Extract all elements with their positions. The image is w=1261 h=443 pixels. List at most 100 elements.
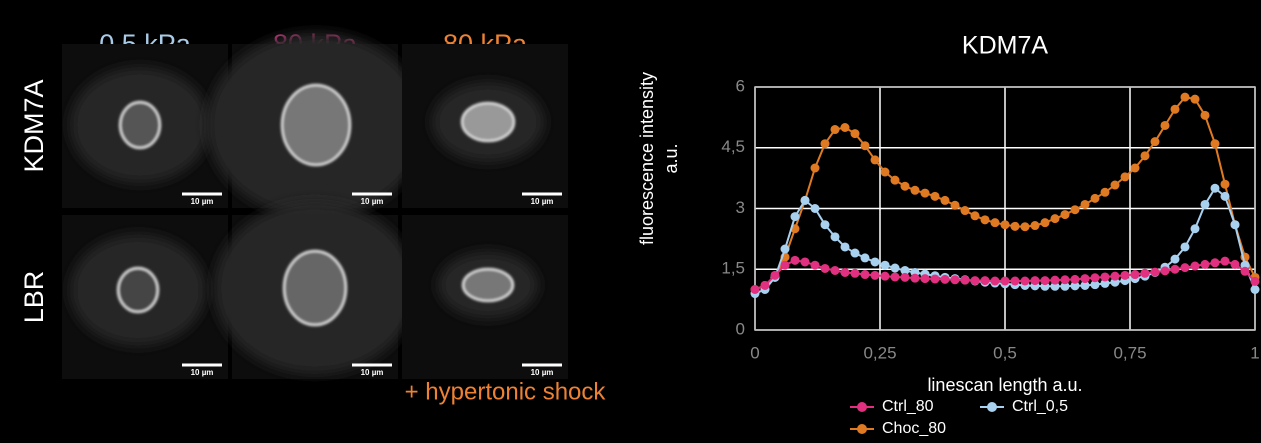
x-axis-label: linescan length a.u. bbox=[927, 375, 1082, 395]
x-tick-label: 0 bbox=[750, 343, 759, 362]
data-point bbox=[1061, 275, 1070, 284]
nucleus bbox=[120, 102, 160, 148]
data-point bbox=[981, 215, 990, 224]
figure: 0,5 kPa80 kPa80 kPaKDM7A10 µm10 µm10 µmL… bbox=[0, 0, 1261, 443]
data-point bbox=[881, 168, 890, 177]
data-point bbox=[1171, 265, 1180, 274]
data-point bbox=[1151, 137, 1160, 146]
data-point bbox=[1091, 194, 1100, 203]
data-point bbox=[821, 220, 830, 229]
note: + hypertonic shock bbox=[405, 378, 607, 405]
data-point bbox=[901, 182, 910, 191]
micrograph: 10 µm bbox=[402, 215, 568, 379]
y-axis-label: fluorescence intensity bbox=[637, 72, 657, 245]
data-point bbox=[891, 272, 900, 281]
scale-bar-label: 10 µm bbox=[531, 197, 554, 206]
data-point bbox=[1171, 255, 1180, 264]
data-point bbox=[1251, 285, 1260, 294]
data-point bbox=[891, 264, 900, 273]
data-point bbox=[771, 271, 780, 280]
data-point bbox=[1221, 192, 1230, 201]
data-point bbox=[1181, 263, 1190, 272]
scale-bar-label: 10 µm bbox=[361, 197, 384, 206]
data-point bbox=[1021, 276, 1030, 285]
data-point bbox=[851, 269, 860, 278]
data-point bbox=[961, 206, 970, 215]
data-point bbox=[1141, 151, 1150, 160]
data-point bbox=[1041, 218, 1050, 227]
data-point bbox=[901, 273, 910, 282]
data-point bbox=[981, 276, 990, 285]
data-point bbox=[931, 274, 940, 283]
data-point bbox=[1251, 277, 1260, 286]
data-point bbox=[781, 245, 790, 254]
y-axis-label: a.u. bbox=[661, 143, 681, 173]
data-point bbox=[861, 141, 870, 150]
data-point bbox=[811, 204, 820, 213]
data-point bbox=[841, 123, 850, 132]
data-point bbox=[1131, 164, 1140, 173]
data-point bbox=[1061, 210, 1070, 219]
scale-bar-label: 10 µm bbox=[191, 368, 214, 377]
data-point bbox=[1211, 184, 1220, 193]
data-point bbox=[811, 261, 820, 270]
legend-label: Choc_80 bbox=[882, 420, 946, 437]
data-point bbox=[871, 257, 880, 266]
data-point bbox=[831, 232, 840, 241]
data-point bbox=[801, 196, 810, 205]
nucleus bbox=[282, 85, 350, 165]
chart-title: KDM7A bbox=[962, 32, 1048, 60]
data-point bbox=[921, 274, 930, 283]
micrograph: 10 µm bbox=[62, 215, 228, 379]
data-point bbox=[1051, 214, 1060, 223]
data-point bbox=[1081, 274, 1090, 283]
data-point bbox=[1241, 267, 1250, 276]
micrograph: 10 µm bbox=[214, 202, 416, 379]
y-tick-label: 6 bbox=[736, 76, 745, 95]
data-point bbox=[831, 266, 840, 275]
legend-label: Ctrl_0,5 bbox=[1012, 398, 1068, 415]
nucleus bbox=[462, 103, 514, 141]
data-point bbox=[1231, 220, 1240, 229]
data-point bbox=[1091, 273, 1100, 282]
nucleus bbox=[463, 269, 513, 301]
x-tick-label: 0,5 bbox=[993, 343, 1017, 362]
data-point bbox=[1071, 205, 1080, 214]
row-label: LBR bbox=[19, 271, 49, 324]
x-tick-label: 1 bbox=[1250, 343, 1259, 362]
data-point bbox=[1191, 262, 1200, 271]
data-point bbox=[1211, 139, 1220, 148]
data-point bbox=[1131, 270, 1140, 279]
data-point bbox=[911, 274, 920, 283]
data-point bbox=[1101, 188, 1110, 197]
data-point bbox=[1191, 95, 1200, 104]
data-point bbox=[801, 257, 810, 266]
y-tick-label: 1,5 bbox=[721, 259, 745, 278]
data-point bbox=[1071, 275, 1080, 284]
data-point bbox=[1191, 224, 1200, 233]
data-point bbox=[1201, 111, 1210, 120]
row-label: KDM7A bbox=[19, 79, 49, 172]
y-tick-label: 0 bbox=[736, 319, 745, 338]
data-point bbox=[791, 256, 800, 265]
data-point bbox=[1041, 276, 1050, 285]
x-tick-label: 0,75 bbox=[1113, 343, 1146, 362]
data-point bbox=[941, 196, 950, 205]
data-point bbox=[1231, 260, 1240, 269]
micrograph: 10 µm bbox=[62, 44, 228, 208]
data-point bbox=[1221, 180, 1230, 189]
data-point bbox=[1181, 93, 1190, 102]
data-point bbox=[1161, 266, 1170, 275]
data-point bbox=[841, 268, 850, 277]
data-point bbox=[1011, 222, 1020, 231]
data-point bbox=[921, 189, 930, 198]
data-point bbox=[991, 218, 1000, 227]
data-point bbox=[941, 275, 950, 284]
scale-bar-label: 10 µm bbox=[191, 197, 214, 206]
data-point bbox=[951, 201, 960, 210]
data-point bbox=[1141, 269, 1150, 278]
data-point bbox=[1171, 105, 1180, 114]
data-point bbox=[1211, 258, 1220, 267]
legend-label: Ctrl_80 bbox=[882, 398, 934, 415]
data-point bbox=[1121, 271, 1130, 280]
